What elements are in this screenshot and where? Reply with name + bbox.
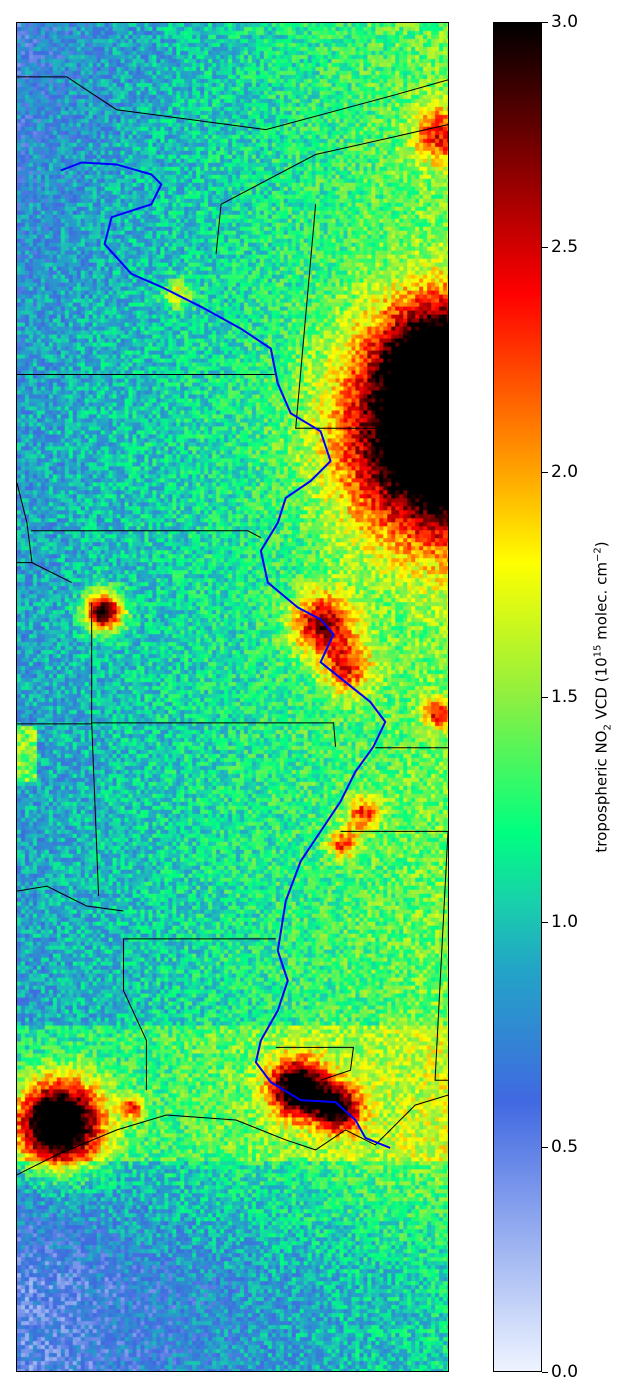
label-part: molec. cm — [592, 562, 611, 645]
mississippi-river — [60, 161, 391, 1149]
label-sup: 15 — [592, 644, 604, 658]
colorbar-tick — [542, 1147, 548, 1148]
state-border — [215, 124, 448, 255]
colorbar-gradient — [494, 23, 541, 1371]
state-border — [17, 76, 448, 131]
label-sup: −2 — [592, 547, 604, 563]
colorbar-tick — [542, 697, 548, 698]
colorbar-tick — [542, 922, 548, 923]
label-part: tropospheric NO — [592, 730, 611, 853]
colorbar-tick-label: 3.0 — [551, 12, 579, 32]
state-border — [30, 530, 262, 539]
colorbar-tick-label: 1.5 — [551, 687, 579, 707]
colorbar-tick — [542, 472, 548, 473]
no2-map — [16, 22, 449, 1372]
label-part: ) — [592, 541, 611, 548]
colorbar-tick — [542, 22, 548, 23]
colorbar-tick-label: 2.5 — [551, 237, 579, 257]
state-border — [17, 482, 72, 583]
colorbar-tick-label: 2.0 — [551, 462, 579, 482]
colorbar-tick-label: 0.0 — [551, 1362, 579, 1382]
state-border — [91, 602, 100, 897]
colorbar-tick — [542, 1372, 548, 1373]
colorbar-label: tropospheric NO2 VCD (1015 molec. cm−2) — [593, 541, 614, 852]
label-sub: 2 — [602, 724, 614, 731]
colorbar-tick — [542, 247, 548, 248]
colorbar-tick-label: 0.5 — [551, 1137, 579, 1157]
state-border — [91, 722, 337, 747]
label-part: VCD (10 — [592, 657, 611, 725]
state-border — [17, 885, 124, 912]
colorbar-tick-label: 1.0 — [551, 912, 579, 932]
state-border — [434, 831, 448, 1081]
state-border — [123, 938, 147, 1091]
no2-heatmap — [17, 23, 448, 1371]
state-border — [17, 1094, 448, 1176]
state-border — [275, 1046, 355, 1081]
colorbar — [493, 22, 542, 1372]
map-overlay — [17, 76, 448, 1176]
state-border — [295, 204, 448, 429]
